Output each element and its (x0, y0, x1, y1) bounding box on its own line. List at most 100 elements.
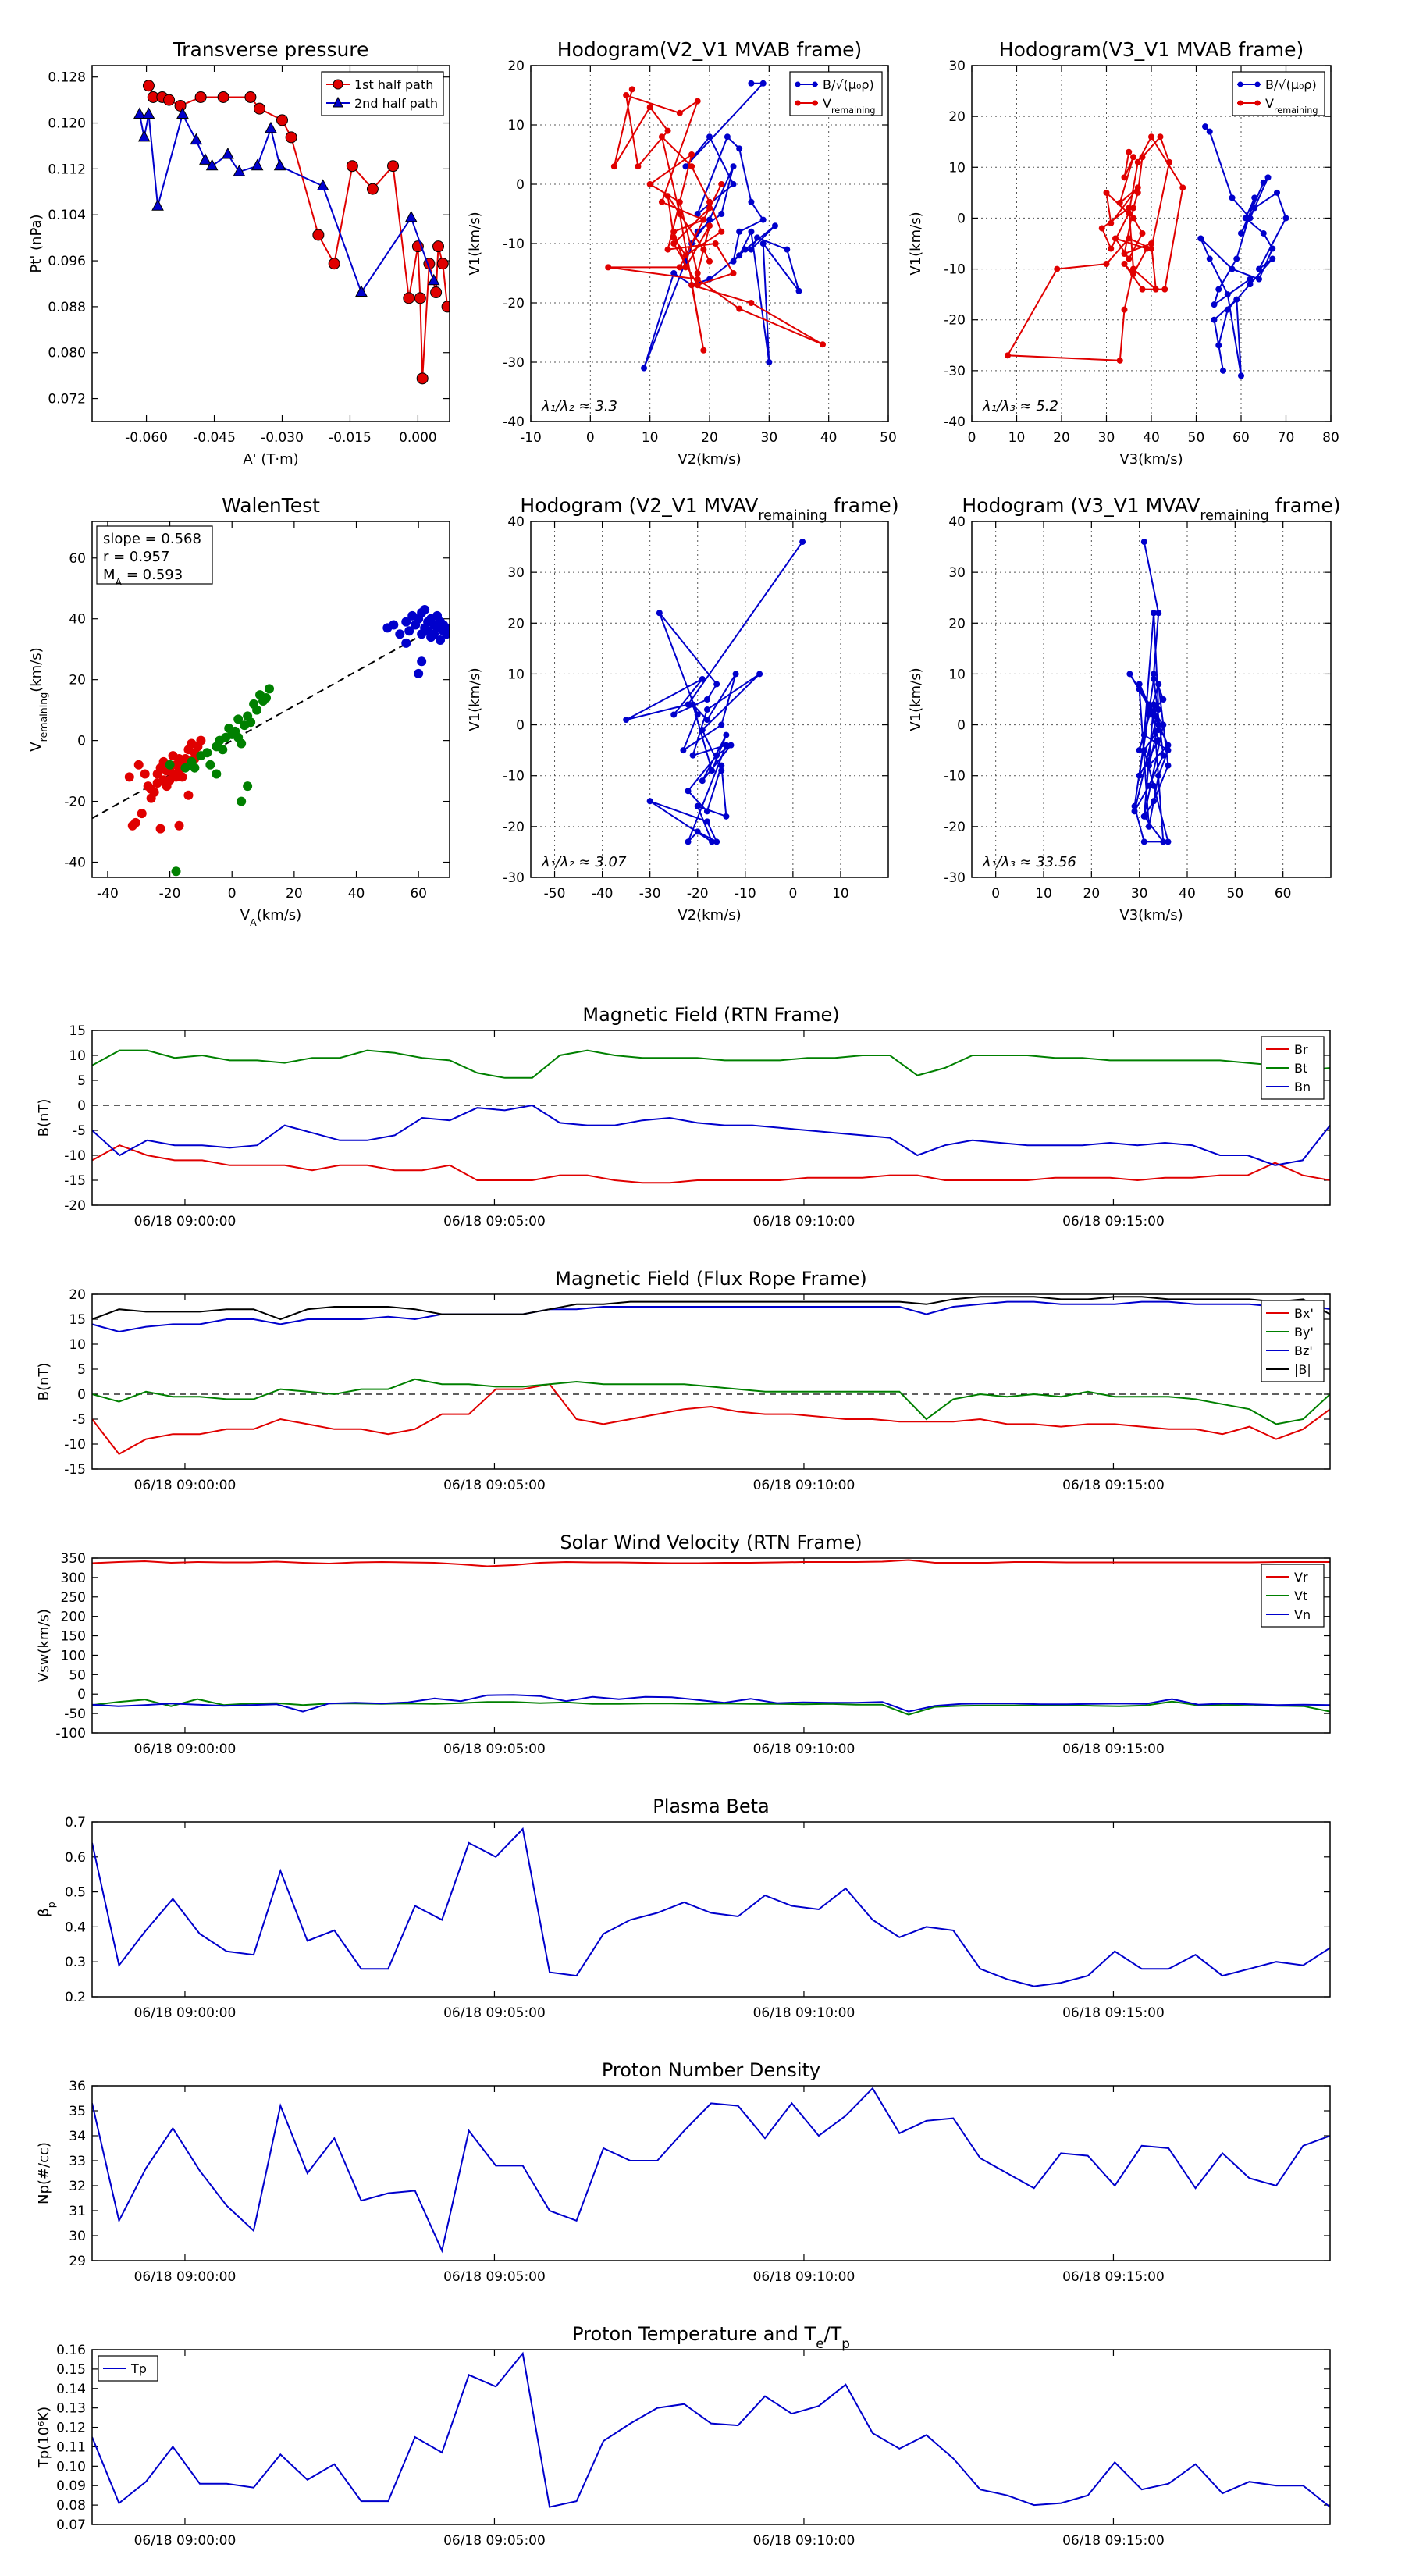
data-point (759, 216, 767, 223)
data-point (723, 813, 730, 820)
data-point (1148, 245, 1154, 252)
data-point (1140, 813, 1147, 820)
data-point (736, 228, 743, 235)
data-point-red (124, 772, 134, 782)
data-point (1005, 352, 1011, 359)
data-point (685, 701, 692, 708)
data-point (700, 216, 707, 223)
data-point (1238, 229, 1244, 237)
y-tick-label: 30 (948, 565, 966, 581)
legend-marker (1254, 100, 1261, 106)
data-point (276, 114, 288, 126)
x-tick-label: -0.015 (329, 430, 372, 446)
fit-line (92, 632, 425, 820)
legend-label: B/√(μ₀ρ) (823, 77, 874, 92)
data-point (1121, 174, 1128, 181)
y-axis-label: βp (36, 1902, 57, 1917)
chart-title: Transverse pressure (173, 38, 369, 61)
y-tick-label: 150 (61, 1629, 86, 1645)
data-point (1151, 798, 1158, 805)
legend-marker (795, 100, 801, 106)
y-tick-label: 350 (61, 1551, 86, 1567)
series-line-By (92, 1378, 1330, 1425)
plot-frame (91, 1293, 1331, 1470)
data-point (1155, 727, 1162, 734)
data-point (1264, 174, 1272, 181)
data-point (1134, 184, 1141, 191)
data-point-blue (395, 629, 405, 639)
plot-frame (971, 65, 1332, 422)
data-point (436, 258, 449, 270)
x-tick-label: 06/18 09:10:00 (753, 2005, 855, 2021)
y-axis-label: V1(km/s) (467, 667, 483, 731)
y-tick-label: -20 (944, 313, 966, 329)
series-line-Br (92, 1144, 1330, 1184)
legend-label: Vn (1294, 1607, 1311, 1622)
y-tick-label: 31 (69, 2204, 86, 2219)
y-tick-label: 20 (948, 616, 966, 632)
data-point (1238, 372, 1244, 379)
data-point (732, 671, 739, 678)
y-axis-label: Np(#/cc) (36, 2142, 52, 2204)
legend-label: Bx' (1294, 1306, 1314, 1321)
chart-title: Hodogram(V3_V1 MVAB frame) (999, 38, 1304, 61)
data-point (706, 133, 713, 141)
data-point (190, 133, 203, 145)
y-tick-label: 0.10 (56, 2459, 86, 2475)
data-point (1247, 276, 1254, 283)
x-tick-label: 06/18 09:05:00 (443, 2005, 546, 2021)
legend-box (789, 71, 883, 116)
legend-label: Bn (1294, 1080, 1311, 1094)
data-point (694, 276, 701, 283)
chart-title: WalenTest (222, 494, 320, 517)
y-tick-label: 0.2 (65, 1990, 86, 2005)
data-point (328, 258, 340, 270)
data-point (1121, 306, 1128, 313)
data-point-red (133, 760, 144, 770)
y-tick-label: 0.088 (48, 300, 86, 315)
y-tick-label: 0.3 (65, 1955, 86, 1970)
data-point (748, 80, 755, 87)
data-point (142, 80, 155, 92)
y-tick-label: 0 (77, 1687, 86, 1703)
y-tick-label: -15 (64, 1173, 86, 1189)
data-point (635, 163, 642, 170)
y-tick-label: -30 (503, 355, 525, 371)
data-point (1139, 154, 1146, 161)
data-point (706, 216, 713, 223)
data-point (723, 742, 730, 749)
data-point (748, 300, 755, 306)
data-point (1126, 209, 1133, 216)
data-point (766, 359, 773, 365)
x-tick-label: 06/18 09:05:00 (443, 1214, 546, 1229)
series-line-Vremaining (1006, 135, 1184, 361)
y-tick-label: 30 (507, 565, 525, 581)
data-point (795, 287, 802, 294)
data-point (670, 234, 678, 241)
data-point (1112, 235, 1119, 242)
data-point (703, 808, 710, 815)
y-tick-label: 0.11 (56, 2439, 86, 2455)
data-point (718, 762, 725, 769)
x-tick-label: 06/18 09:10:00 (753, 1214, 855, 1229)
data-point (1282, 215, 1289, 222)
x-tick-label: 06/18 09:00:00 (134, 2005, 237, 2021)
data-point (404, 210, 418, 222)
data-point (658, 198, 665, 205)
data-point (432, 240, 445, 253)
y-axis-label: V1(km/s) (908, 212, 924, 275)
data-point (1256, 276, 1262, 283)
x-tick-label: 60 (1275, 886, 1292, 902)
data-point (685, 788, 692, 795)
data-point-green (252, 705, 262, 715)
data-point (199, 153, 212, 165)
legend-box (321, 71, 444, 116)
data-point (133, 107, 146, 119)
data-point (1131, 808, 1138, 815)
y-tick-label: 20 (507, 616, 525, 632)
data-point-red (174, 820, 184, 831)
x-tick-label: 20 (701, 430, 718, 446)
chart-title: Magnetic Field (Flux Rope Frame) (555, 1268, 866, 1290)
x-tick-label: 30 (1131, 886, 1148, 902)
y-tick-label: 0.08 (56, 2498, 86, 2514)
